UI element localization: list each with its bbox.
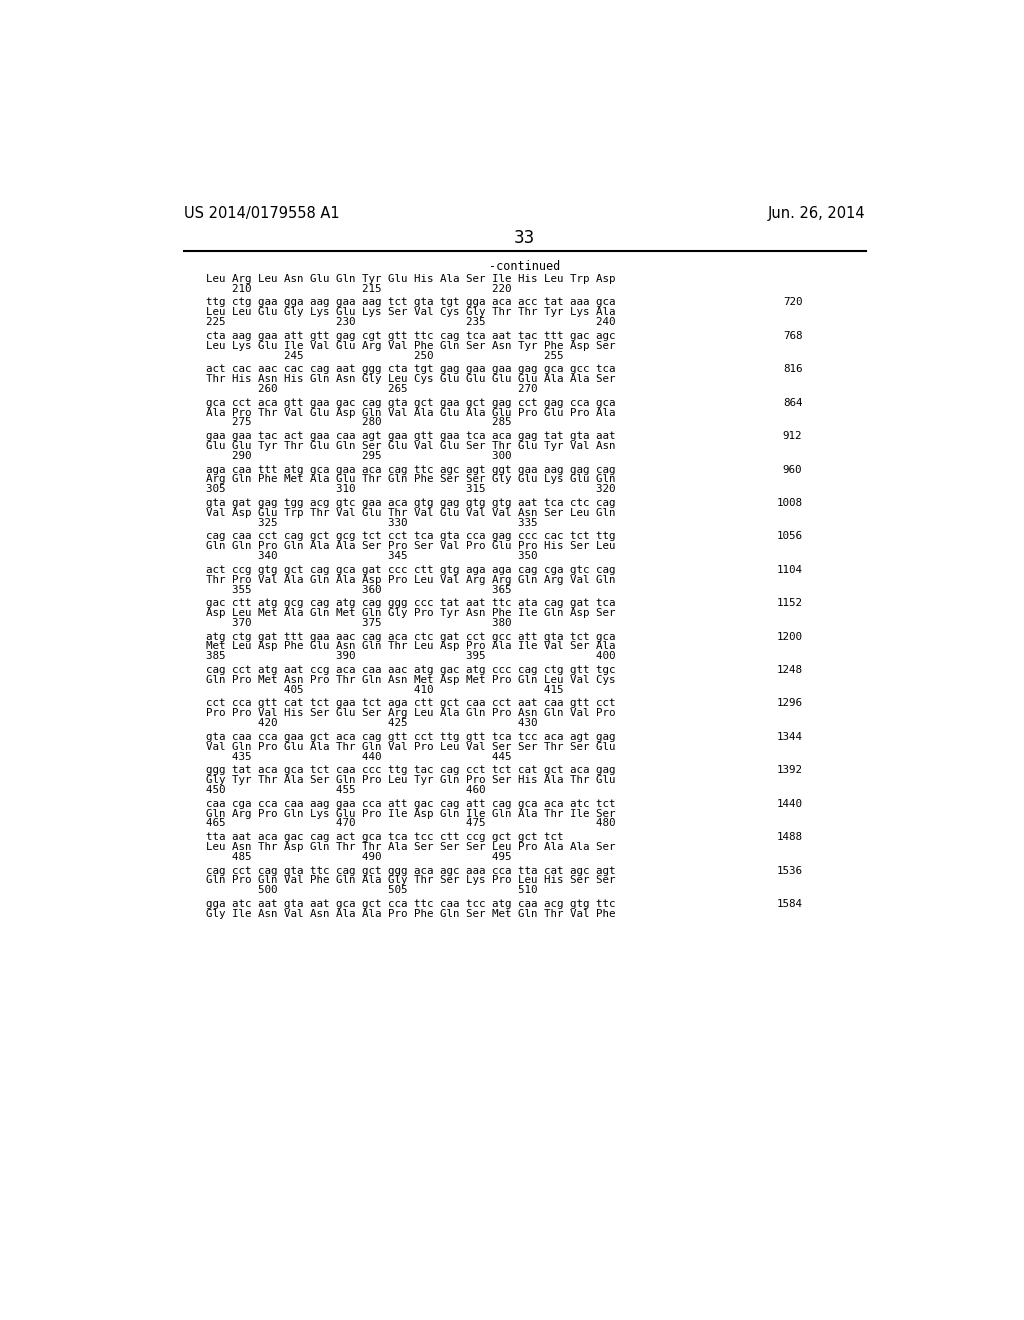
Text: Pro Pro Val His Ser Glu Ser Arg Leu Ala Gln Pro Asn Gln Val Pro: Pro Pro Val His Ser Glu Ser Arg Leu Ala … xyxy=(206,709,615,718)
Text: tta aat aca gac cag act gca tca tcc ctt ccg gct gct tct: tta aat aca gac cag act gca tca tcc ctt … xyxy=(206,832,563,842)
Text: Leu Asn Thr Asp Gln Thr Thr Ala Ser Ser Ser Leu Pro Ala Ala Ser: Leu Asn Thr Asp Gln Thr Thr Ala Ser Ser … xyxy=(206,842,615,851)
Text: Asp Leu Met Ala Gln Met Gln Gly Pro Tyr Asn Phe Ile Gln Asp Ser: Asp Leu Met Ala Gln Met Gln Gly Pro Tyr … xyxy=(206,609,615,618)
Text: caa cga cca caa aag gaa cca att gac cag att cag gca aca atc tct: caa cga cca caa aag gaa cca att gac cag … xyxy=(206,799,615,809)
Text: Thr Pro Val Ala Gln Ala Asp Pro Leu Val Arg Arg Gln Arg Val Gln: Thr Pro Val Ala Gln Ala Asp Pro Leu Val … xyxy=(206,574,615,585)
Text: cta aag gaa att gtt gag cgt gtt ttc cag tca aat tac ttt gac agc: cta aag gaa att gtt gag cgt gtt ttc cag … xyxy=(206,331,615,341)
Text: 912: 912 xyxy=(782,432,802,441)
Text: Gly Tyr Thr Ala Ser Gln Pro Leu Tyr Gln Pro Ser His Ala Thr Glu: Gly Tyr Thr Ala Ser Gln Pro Leu Tyr Gln … xyxy=(206,775,615,785)
Text: 385                 390                 395                 400: 385 390 395 400 xyxy=(206,651,615,661)
Text: 420                 425                 430: 420 425 430 xyxy=(206,718,537,729)
Text: 1056: 1056 xyxy=(776,532,802,541)
Text: Gln Pro Gln Val Phe Gln Ala Gly Thr Ser Lys Pro Leu His Ser Ser: Gln Pro Gln Val Phe Gln Ala Gly Thr Ser … xyxy=(206,875,615,886)
Text: 305                 310                 315                 320: 305 310 315 320 xyxy=(206,484,615,494)
Text: 1104: 1104 xyxy=(776,565,802,574)
Text: Glu Glu Tyr Thr Glu Gln Ser Glu Val Glu Ser Thr Glu Tyr Val Asn: Glu Glu Tyr Thr Glu Gln Ser Glu Val Glu … xyxy=(206,441,615,451)
Text: gaa gaa tac act gaa caa agt gaa gtt gaa tca aca gag tat gta aat: gaa gaa tac act gaa caa agt gaa gtt gaa … xyxy=(206,432,615,441)
Text: 340                 345                 350: 340 345 350 xyxy=(206,550,537,561)
Text: atg ctg gat ttt gaa aac cag aca ctc gat cct gcc att gta tct gca: atg ctg gat ttt gaa aac cag aca ctc gat … xyxy=(206,632,615,642)
Text: 435                 440                 445: 435 440 445 xyxy=(206,751,511,762)
Text: act cac aac cac cag aat ggg cta tgt gag gaa gaa gag gca gcc tca: act cac aac cac cag aat ggg cta tgt gag … xyxy=(206,364,615,375)
Text: gca cct aca gtt gaa gac cag gta gct gaa gct gag cct gag cca gca: gca cct aca gtt gaa gac cag gta gct gaa … xyxy=(206,397,615,408)
Text: 1440: 1440 xyxy=(776,799,802,809)
Text: 500                 505                 510: 500 505 510 xyxy=(206,886,537,895)
Text: 33: 33 xyxy=(514,230,536,247)
Text: cag caa cct cag gct gcg tct cct tca gta cca gag ccc cac tct ttg: cag caa cct cag gct gcg tct cct tca gta … xyxy=(206,532,615,541)
Text: 325                 330                 335: 325 330 335 xyxy=(206,517,537,528)
Text: 1152: 1152 xyxy=(776,598,802,609)
Text: 370                 375                 380: 370 375 380 xyxy=(206,618,511,628)
Text: 1200: 1200 xyxy=(776,632,802,642)
Text: Arg Gln Phe Met Ala Glu Thr Gln Phe Ser Ser Gly Glu Lys Glu Gln: Arg Gln Phe Met Ala Glu Thr Gln Phe Ser … xyxy=(206,474,615,484)
Text: 1536: 1536 xyxy=(776,866,802,875)
Text: 1584: 1584 xyxy=(776,899,802,909)
Text: gta gat gag tgg acg gtc gaa aca gtg gag gtg gtg aat tca ctc cag: gta gat gag tgg acg gtc gaa aca gtg gag … xyxy=(206,498,615,508)
Text: Gly Ile Asn Val Asn Ala Ala Pro Phe Gln Ser Met Gln Thr Val Phe: Gly Ile Asn Val Asn Ala Ala Pro Phe Gln … xyxy=(206,909,615,919)
Text: Gln Gln Pro Gln Ala Ala Ser Pro Ser Val Pro Glu Pro His Ser Leu: Gln Gln Pro Gln Ala Ala Ser Pro Ser Val … xyxy=(206,541,615,552)
Text: Ala Pro Thr Val Glu Asp Gln Val Ala Glu Ala Glu Pro Glu Pro Ala: Ala Pro Thr Val Glu Asp Gln Val Ala Glu … xyxy=(206,408,615,417)
Text: cct cca gtt cat tct gaa tct aga ctt gct caa cct aat caa gtt cct: cct cca gtt cat tct gaa tct aga ctt gct … xyxy=(206,698,615,709)
Text: Leu Lys Glu Ile Val Glu Arg Val Phe Gln Ser Asn Tyr Phe Asp Ser: Leu Lys Glu Ile Val Glu Arg Val Phe Gln … xyxy=(206,341,615,351)
Text: 816: 816 xyxy=(782,364,802,375)
Text: 290                 295                 300: 290 295 300 xyxy=(206,451,511,461)
Text: 1488: 1488 xyxy=(776,832,802,842)
Text: cag cct cag gta ttc cag gct ggg aca agc aaa cca tta cat agc agt: cag cct cag gta ttc cag gct ggg aca agc … xyxy=(206,866,615,875)
Text: Jun. 26, 2014: Jun. 26, 2014 xyxy=(768,206,866,222)
Text: Thr His Asn His Gln Asn Gly Leu Cys Glu Glu Glu Glu Ala Ala Ser: Thr His Asn His Gln Asn Gly Leu Cys Glu … xyxy=(206,374,615,384)
Text: 1008: 1008 xyxy=(776,498,802,508)
Text: 465                 470                 475                 480: 465 470 475 480 xyxy=(206,818,615,829)
Text: 1296: 1296 xyxy=(776,698,802,709)
Text: 1392: 1392 xyxy=(776,766,802,775)
Text: Leu Leu Glu Gly Lys Glu Lys Ser Val Cys Gly Thr Thr Tyr Lys Ala: Leu Leu Glu Gly Lys Glu Lys Ser Val Cys … xyxy=(206,308,615,317)
Text: Gln Pro Met Asn Pro Thr Gln Asn Met Asp Met Pro Gln Leu Val Cys: Gln Pro Met Asn Pro Thr Gln Asn Met Asp … xyxy=(206,675,615,685)
Text: US 2014/0179558 A1: US 2014/0179558 A1 xyxy=(183,206,339,222)
Text: 245                 250                 255: 245 250 255 xyxy=(206,351,563,360)
Text: 1248: 1248 xyxy=(776,665,802,675)
Text: 275                 280                 285: 275 280 285 xyxy=(206,417,511,428)
Text: 210                 215                 220: 210 215 220 xyxy=(206,284,511,294)
Text: gta caa cca gaa gct aca cag gtt cct ttg gtt tca tcc aca agt gag: gta caa cca gaa gct aca cag gtt cct ttg … xyxy=(206,731,615,742)
Text: Leu Arg Leu Asn Glu Gln Tyr Glu His Ala Ser Ile His Leu Trp Asp: Leu Arg Leu Asn Glu Gln Tyr Glu His Ala … xyxy=(206,275,615,284)
Text: 768: 768 xyxy=(782,331,802,341)
Text: 260                 265                 270: 260 265 270 xyxy=(206,384,537,393)
Text: 1344: 1344 xyxy=(776,731,802,742)
Text: 225                 230                 235                 240: 225 230 235 240 xyxy=(206,317,615,327)
Text: 450                 455                 460: 450 455 460 xyxy=(206,785,485,795)
Text: -continued: -continued xyxy=(489,260,560,273)
Text: Val Asp Glu Trp Thr Val Glu Thr Val Glu Val Val Asn Ser Leu Gln: Val Asp Glu Trp Thr Val Glu Thr Val Glu … xyxy=(206,508,615,517)
Text: Val Gln Pro Glu Ala Thr Gln Val Pro Leu Val Ser Ser Thr Ser Glu: Val Gln Pro Glu Ala Thr Gln Val Pro Leu … xyxy=(206,742,615,752)
Text: cag cct atg aat ccg aca caa aac atg gac atg ccc cag ctg gtt tgc: cag cct atg aat ccg aca caa aac atg gac … xyxy=(206,665,615,675)
Text: 405                 410                 415: 405 410 415 xyxy=(206,685,563,694)
Text: Gln Arg Pro Gln Lys Glu Pro Ile Asp Gln Ile Gln Ala Thr Ile Ser: Gln Arg Pro Gln Lys Glu Pro Ile Asp Gln … xyxy=(206,809,615,818)
Text: ttg ctg gaa gga aag gaa aag tct gta tgt gga aca acc tat aaa gca: ttg ctg gaa gga aag gaa aag tct gta tgt … xyxy=(206,297,615,308)
Text: 864: 864 xyxy=(782,397,802,408)
Text: 355                 360                 365: 355 360 365 xyxy=(206,585,511,594)
Text: aga caa ttt atg gca gaa aca cag ttc agc agt ggt gaa aag gag cag: aga caa ttt atg gca gaa aca cag ttc agc … xyxy=(206,465,615,475)
Text: Met Leu Asp Phe Glu Asn Gln Thr Leu Asp Pro Ala Ile Val Ser Ala: Met Leu Asp Phe Glu Asn Gln Thr Leu Asp … xyxy=(206,642,615,652)
Text: 960: 960 xyxy=(782,465,802,475)
Text: 485                 490                 495: 485 490 495 xyxy=(206,851,511,862)
Text: 720: 720 xyxy=(782,297,802,308)
Text: ggg tat aca gca tct caa ccc ttg tac cag cct tct cat gct aca gag: ggg tat aca gca tct caa ccc ttg tac cag … xyxy=(206,766,615,775)
Text: gac ctt atg gcg cag atg cag ggg ccc tat aat ttc ata cag gat tca: gac ctt atg gcg cag atg cag ggg ccc tat … xyxy=(206,598,615,609)
Text: act ccg gtg gct cag gca gat ccc ctt gtg aga aga cag cga gtc cag: act ccg gtg gct cag gca gat ccc ctt gtg … xyxy=(206,565,615,574)
Text: gga atc aat gta aat gca gct cca ttc caa tcc atg caa acg gtg ttc: gga atc aat gta aat gca gct cca ttc caa … xyxy=(206,899,615,909)
